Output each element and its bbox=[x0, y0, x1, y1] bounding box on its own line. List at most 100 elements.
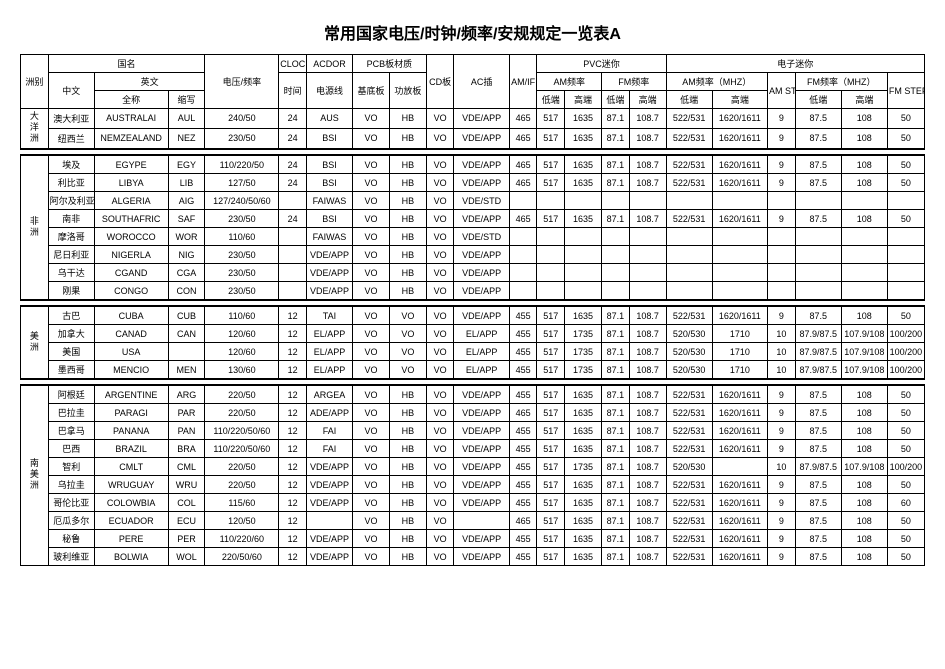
cell-fms bbox=[887, 282, 924, 301]
cell-amif: 455 bbox=[509, 494, 537, 512]
cell-v: 110/220/50/60 bbox=[205, 440, 279, 458]
cell-bb: VO bbox=[353, 109, 390, 129]
cell-damL: 522/531 bbox=[666, 494, 712, 512]
cell-dfmH: 108 bbox=[841, 128, 887, 149]
cell-amL: 517 bbox=[537, 440, 565, 458]
cell-amH: 1635 bbox=[565, 548, 602, 566]
cell-amif: 465 bbox=[509, 174, 537, 192]
h-acplug: AC插 bbox=[454, 55, 509, 109]
cell-v: 120/60 bbox=[205, 325, 279, 343]
cell-amif bbox=[509, 282, 537, 301]
cell-v: 120/60 bbox=[205, 343, 279, 361]
cell-en: NEMZEALAND bbox=[94, 128, 168, 149]
table-row: 智利CMLTCML220/5012VDE/APPVOHBVOVDE/APP455… bbox=[21, 458, 925, 476]
cell-ab2: VO bbox=[389, 361, 426, 380]
cell-bb: VO bbox=[353, 306, 390, 325]
cell-ab: SAF bbox=[168, 210, 205, 228]
cell-amL: 517 bbox=[537, 494, 565, 512]
cell-damH: 1620/1611 bbox=[712, 174, 767, 192]
cell-dfmH bbox=[841, 246, 887, 264]
cell-ac: VDE/APP bbox=[454, 422, 509, 440]
cell-amH: 1635 bbox=[565, 385, 602, 404]
cell-bb: VO bbox=[353, 174, 390, 192]
cell-fmH: 108.7 bbox=[629, 385, 666, 404]
h-baseboard: 基底板 bbox=[353, 73, 390, 109]
cell-ab2: HB bbox=[389, 530, 426, 548]
cell-dfmH bbox=[841, 228, 887, 246]
cell-ab2: HB bbox=[389, 548, 426, 566]
cell-amL: 517 bbox=[537, 476, 565, 494]
continent-cell: 南美洲 bbox=[21, 385, 49, 566]
cell-amH: 1635 bbox=[565, 306, 602, 325]
cell-v: 220/50 bbox=[205, 385, 279, 404]
cell-en: ARGENTINE bbox=[94, 385, 168, 404]
cell-cd: VO bbox=[426, 458, 454, 476]
cell-fmH: 108.7 bbox=[629, 306, 666, 325]
cell-cd: VO bbox=[426, 530, 454, 548]
cell-amif: 465 bbox=[509, 109, 537, 129]
cell-pl bbox=[306, 512, 352, 530]
cell-cn: 埃及 bbox=[48, 155, 94, 174]
cell-ac: VDE/APP bbox=[454, 440, 509, 458]
cell-dfmH bbox=[841, 282, 887, 301]
cell-cd: VO bbox=[426, 228, 454, 246]
cell-damL: 522/531 bbox=[666, 174, 712, 192]
cell-damL: 522/531 bbox=[666, 422, 712, 440]
cell-amif bbox=[509, 246, 537, 264]
cell-dfmH: 108 bbox=[841, 306, 887, 325]
cell-fmH: 108.7 bbox=[629, 109, 666, 129]
page-title: 常用国家电压/时钟/频率/安规规定一览表A bbox=[20, 20, 925, 44]
cell-damL: 522/531 bbox=[666, 530, 712, 548]
h-powerline: 电源线 bbox=[306, 73, 352, 109]
cell-fms: 50 bbox=[887, 210, 924, 228]
cell-fmL bbox=[602, 264, 630, 282]
cell-fms: 50 bbox=[887, 530, 924, 548]
cell-dfmL: 87.5 bbox=[795, 210, 841, 228]
h-acdor: ACDOR bbox=[306, 55, 352, 73]
cell-damL: 522/531 bbox=[666, 404, 712, 422]
cell-ac: VDE/APP bbox=[454, 128, 509, 149]
cell-ab: WRU bbox=[168, 476, 205, 494]
cell-cd: VO bbox=[426, 128, 454, 149]
cell-dfmL: 87.5 bbox=[795, 494, 841, 512]
cell-damL: 520/530 bbox=[666, 361, 712, 380]
cell-ab: CUB bbox=[168, 306, 205, 325]
cell-pl: AUS bbox=[306, 109, 352, 129]
cell-damH: 1620/1611 bbox=[712, 306, 767, 325]
cell-ac: VDE/APP bbox=[454, 246, 509, 264]
cell-damH: 1620/1611 bbox=[712, 494, 767, 512]
cell-cn: 巴拿马 bbox=[48, 422, 94, 440]
cell-damL: 522/531 bbox=[666, 128, 712, 149]
spec-table: 洲别 国名 电压/频率 CLOCK ACDOR PCB板材质 CD板 AC插 A… bbox=[20, 54, 925, 566]
cell-fms: 100/200 bbox=[887, 325, 924, 343]
table-row: 墨西哥MENCIOMEN130/6012EL/APPVOVOVOEL/APP45… bbox=[21, 361, 925, 380]
cell-amif: 465 bbox=[509, 210, 537, 228]
cell-en: PERE bbox=[94, 530, 168, 548]
cell-dfmL bbox=[795, 264, 841, 282]
cell-cn: 阿根廷 bbox=[48, 385, 94, 404]
cell-amL: 517 bbox=[537, 306, 565, 325]
cell-fms: 50 bbox=[887, 476, 924, 494]
cell-ab2: HB bbox=[389, 458, 426, 476]
cell-ab bbox=[168, 343, 205, 361]
h-time: 时间 bbox=[279, 73, 307, 109]
cell-bb: VO bbox=[353, 128, 390, 149]
cell-ab2: HB bbox=[389, 264, 426, 282]
cell-fmL: 87.1 bbox=[602, 476, 630, 494]
cell-ab2: HB bbox=[389, 476, 426, 494]
cell-en: CONGO bbox=[94, 282, 168, 301]
cell-en: AUSTRALAI bbox=[94, 109, 168, 129]
cell-dfmH bbox=[841, 192, 887, 210]
cell-amL: 517 bbox=[537, 343, 565, 361]
cell-amL bbox=[537, 282, 565, 301]
cell-dfmL: 87.5 bbox=[795, 306, 841, 325]
cell-fmH: 108.7 bbox=[629, 422, 666, 440]
cell-pl: VDE/APP bbox=[306, 494, 352, 512]
table-row: 阿尔及利亚ALGERIAAIG127/240/50/60FAIWASVOHBVO… bbox=[21, 192, 925, 210]
cell-amif: 455 bbox=[509, 476, 537, 494]
cell-t bbox=[279, 192, 307, 210]
h-fmh: 高端 bbox=[629, 91, 666, 109]
cell-bb: VO bbox=[353, 264, 390, 282]
cell-ams: 9 bbox=[768, 385, 796, 404]
cell-amL bbox=[537, 246, 565, 264]
